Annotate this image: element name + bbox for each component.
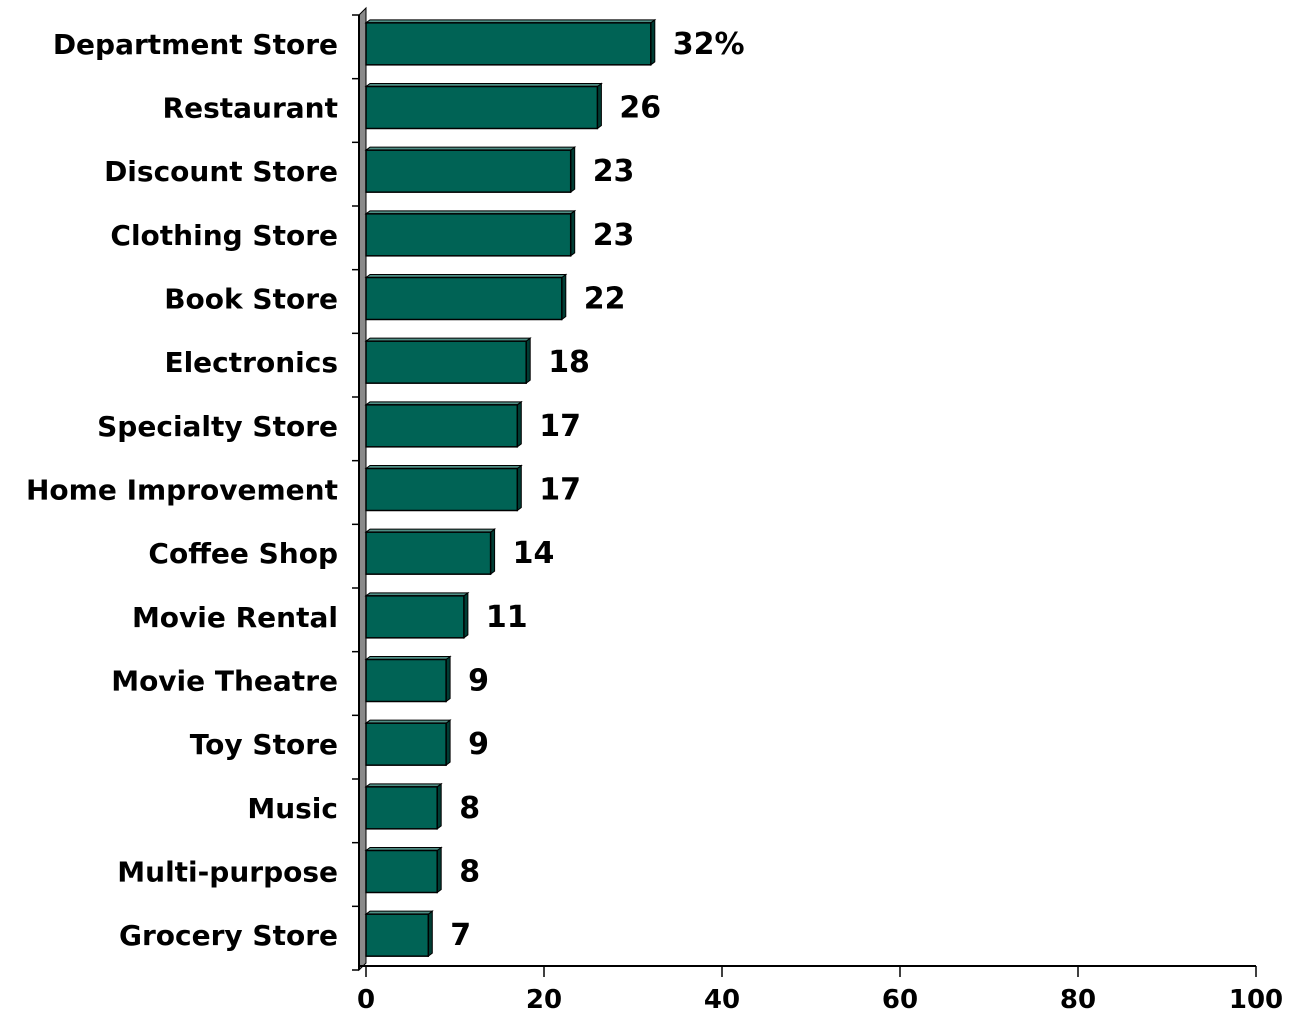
- value-label-home-improvement: 17: [539, 473, 581, 508]
- x-tick-label-100: 100: [1229, 985, 1283, 1013]
- category-label-book-store: Book Store: [164, 283, 338, 316]
- category-label-grocery-store: Grocery Store: [119, 919, 338, 952]
- bar-book-store: [364, 273, 568, 321]
- value-label-clothing-store: 23: [593, 218, 635, 253]
- bar-front-discount-store: [365, 149, 572, 193]
- value-label-department-store: 32%: [673, 27, 745, 62]
- value-label-discount-store: 23: [593, 154, 635, 189]
- category-label-discount-store: Discount Store: [104, 155, 338, 188]
- bar-front-restaurant: [365, 85, 599, 130]
- category-label-specialty-store: Specialty Store: [97, 410, 338, 443]
- category-label-movie-rental: Movie Rental: [132, 601, 338, 634]
- bar-front-movie-rental: [365, 595, 465, 639]
- bar-front-specialty-store: [365, 404, 519, 448]
- category-label-coffee-shop: Coffee Shop: [148, 537, 338, 570]
- bar-front-home-improvement: [365, 467, 519, 512]
- bar-clothing-store: [364, 209, 577, 257]
- category-label-clothing-store: Clothing Store: [110, 219, 338, 252]
- bar-movie-theatre: [364, 655, 452, 703]
- bar-music: [364, 782, 443, 830]
- x-tick-label-20: 20: [526, 985, 562, 1013]
- value-label-movie-rental: 11: [486, 600, 528, 635]
- category-label-restaurant: Restaurant: [163, 92, 338, 125]
- bar-department-store: [364, 18, 657, 66]
- axis-wall: [352, 6, 367, 972]
- bar-front-movie-theatre: [365, 658, 447, 703]
- bar-front-department-store: [365, 22, 652, 66]
- bar-home-improvement: [364, 464, 523, 512]
- bar-front-music: [365, 786, 438, 830]
- value-label-grocery-store: 7: [450, 918, 471, 953]
- bar-multi-purpose: [364, 846, 443, 894]
- bar-front-coffee-shop: [365, 531, 492, 575]
- bar-front-multi-purpose: [365, 849, 438, 894]
- category-label-toy-store: Toy Store: [190, 728, 338, 761]
- x-tick-label-60: 60: [882, 985, 918, 1013]
- bar-electronics: [364, 337, 532, 385]
- value-label-coffee-shop: 14: [513, 536, 555, 571]
- bar-front-grocery-store: [365, 913, 430, 957]
- bar-discount-store: [364, 146, 577, 194]
- bar-specialty-store: [364, 400, 523, 448]
- category-label-movie-theatre: Movie Theatre: [111, 665, 338, 698]
- bar-front-clothing-store: [365, 213, 572, 257]
- x-axis: 0 20 40 60 80 100: [357, 965, 1283, 1015]
- bar-front-toy-store: [365, 722, 447, 766]
- value-label-toy-store: 9: [468, 727, 489, 762]
- bar-front-book-store: [365, 276, 563, 321]
- axis-wall-face: [358, 6, 367, 972]
- bar-restaurant: [364, 82, 603, 130]
- category-labels: Department Store Restaurant Discount Store…: [26, 28, 338, 952]
- category-label-multi-purpose: Multi-purpose: [117, 856, 338, 889]
- bar-coffee-shop: [364, 528, 497, 576]
- bar-front-electronics: [365, 340, 527, 384]
- x-tick-label-40: 40: [704, 985, 740, 1013]
- bar-movie-rental: [364, 591, 470, 639]
- category-label-music: Music: [247, 792, 338, 825]
- category-label-home-improvement: Home Improvement: [26, 474, 338, 507]
- x-tick-label-0: 0: [357, 985, 375, 1013]
- bars-group: [364, 18, 657, 958]
- value-label-specialty-store: 17: [539, 409, 581, 444]
- value-label-restaurant: 26: [619, 91, 661, 126]
- value-label-book-store: 22: [584, 282, 626, 317]
- value-label-music: 8: [459, 791, 480, 826]
- value-labels: 32% 26 23 23 22 18 17 17 14 11 9 9 8 8 7: [450, 27, 744, 953]
- value-label-multi-purpose: 8: [459, 855, 480, 890]
- bar-toy-store: [364, 719, 452, 767]
- value-label-electronics: 18: [548, 345, 590, 380]
- value-label-movie-theatre: 9: [468, 664, 489, 699]
- category-label-electronics: Electronics: [164, 346, 338, 379]
- category-label-department-store: Department Store: [53, 28, 338, 61]
- x-tick-label-80: 80: [1060, 985, 1096, 1013]
- bar-grocery-store: [364, 910, 434, 958]
